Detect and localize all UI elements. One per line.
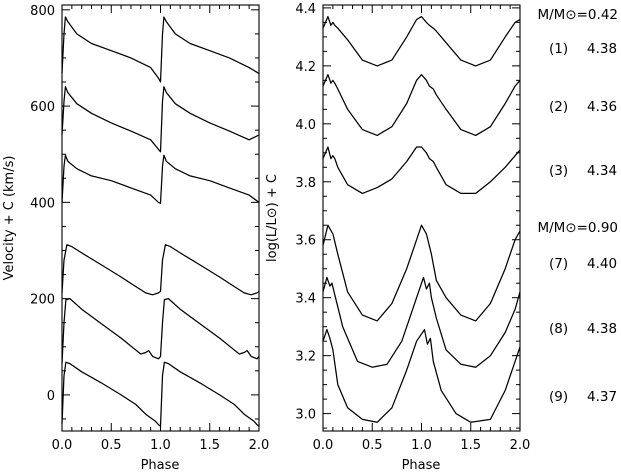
left-x-tick-label: 0.5	[101, 438, 122, 453]
right-y-tick-label: 3.6	[295, 234, 316, 249]
right-y-tick-label: 4.2	[295, 60, 316, 75]
right-curve-3	[322, 146, 521, 195]
model-2-id: (2)	[549, 99, 568, 115]
model-1-id: (1)	[549, 41, 568, 57]
right-y-tick-label: 4.4	[295, 2, 316, 17]
right-axis-ticks: 0.0 0.5 1.0 1.5 2.0 3.0 3.2 3.4 3.6 3.8 4.0 4.2 4.4	[295, 2, 530, 453]
left-curve-3	[61, 154, 260, 204]
right-x-axis-title: Phase	[402, 458, 441, 473]
left-axis-ticks: 0.0 0.5 1.0 1.5 2.0 0 200 400 600 800	[30, 4, 269, 453]
model-1-value: 4.38	[587, 41, 617, 57]
mass-header-group-2: M/M⊙=0.90	[537, 220, 618, 236]
right-y-tick-label: 3.0	[295, 408, 316, 423]
model-3-value: 4.34	[587, 163, 617, 179]
left-x-tick-label: 2.0	[249, 438, 270, 453]
right-curve-4	[322, 224, 521, 322]
model-7-value: 4.40	[587, 256, 617, 272]
left-x-tick-label: 0.0	[52, 438, 73, 453]
right-luminosity-curves	[322, 15, 521, 423]
left-y-axis-title: Velocity + C (km/s)	[2, 156, 17, 281]
left-curve-6	[61, 361, 260, 427]
right-y-axis-title: log(L/L⊙) + C	[265, 174, 280, 262]
model-7-id: (7)	[549, 256, 568, 272]
left-y-tick-label: 800	[30, 4, 55, 19]
left-y-tick-label: 200	[30, 293, 55, 308]
right-x-tick-label: 2.0	[510, 438, 531, 453]
left-curve-1	[61, 16, 260, 83]
right-plot-frame	[322, 4, 521, 432]
left-curve-2	[61, 86, 260, 153]
left-x-axis-title: Phase	[141, 458, 180, 473]
right-x-tick-label: 0.0	[313, 438, 334, 453]
left-y-tick-label: 600	[30, 100, 55, 115]
left-velocity-curves	[61, 16, 260, 427]
right-y-tick-label: 3.8	[295, 176, 316, 191]
model-8-id: (8)	[549, 321, 568, 337]
right-y-tick-label: 3.4	[295, 292, 316, 307]
left-x-tick-label: 1.0	[150, 438, 171, 453]
model-2-value: 4.36	[587, 99, 617, 115]
right-curve-1	[322, 15, 521, 67]
right-curve-5	[322, 276, 521, 368]
left-y-tick-label: 400	[30, 196, 55, 211]
model-8-value: 4.38	[587, 321, 617, 337]
left-curve-4	[61, 244, 260, 296]
right-curve-2	[322, 73, 521, 137]
right-x-tick-label: 1.5	[460, 438, 481, 453]
left-curve-5	[61, 297, 260, 364]
left-x-tick-label: 1.5	[199, 438, 220, 453]
left-y-tick-label: 0	[47, 389, 55, 404]
right-curve-6	[322, 328, 521, 423]
mass-header-group-1: M/M⊙=0.42	[537, 7, 618, 23]
model-9-value: 4.37	[587, 389, 617, 405]
model-9-id: (9)	[549, 389, 568, 405]
right-x-tick-label: 1.0	[411, 438, 432, 453]
right-y-tick-label: 4.0	[295, 118, 316, 133]
model-3-id: (3)	[549, 163, 568, 179]
right-x-tick-label: 0.5	[362, 438, 383, 453]
right-y-tick-label: 3.2	[295, 350, 316, 365]
